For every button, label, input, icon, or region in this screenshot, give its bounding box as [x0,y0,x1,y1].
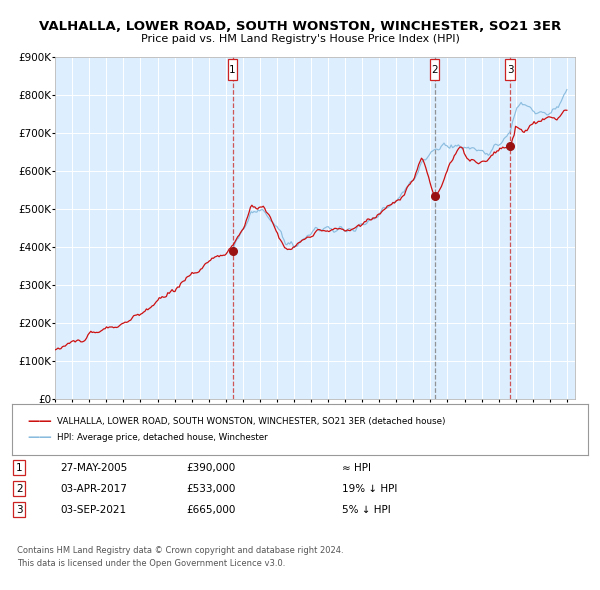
Text: 5% ↓ HPI: 5% ↓ HPI [342,505,391,514]
Text: 27-MAY-2005: 27-MAY-2005 [60,463,127,473]
Text: HPI: Average price, detached house, Winchester: HPI: Average price, detached house, Winc… [57,433,268,442]
Text: £665,000: £665,000 [186,505,235,514]
Text: 19% ↓ HPI: 19% ↓ HPI [342,484,397,493]
Bar [228,60,238,80]
Text: ——: —— [27,431,52,444]
Text: 3: 3 [507,65,514,75]
Text: Contains HM Land Registry data © Crown copyright and database right 2024.: Contains HM Land Registry data © Crown c… [17,546,343,555]
Text: This data is licensed under the Open Government Licence v3.0.: This data is licensed under the Open Gov… [17,559,285,568]
Text: 03-APR-2017: 03-APR-2017 [60,484,127,493]
Bar [505,60,515,80]
Text: 2: 2 [16,484,23,493]
Text: VALHALLA, LOWER ROAD, SOUTH WONSTON, WINCHESTER, SO21 3ER: VALHALLA, LOWER ROAD, SOUTH WONSTON, WIN… [39,20,561,33]
Bar [430,60,439,80]
Text: 1: 1 [229,65,236,75]
Text: 1: 1 [16,463,23,473]
Text: £533,000: £533,000 [186,484,235,493]
Text: VALHALLA, LOWER ROAD, SOUTH WONSTON, WINCHESTER, SO21 3ER (detached house): VALHALLA, LOWER ROAD, SOUTH WONSTON, WIN… [57,417,445,427]
Text: Price paid vs. HM Land Registry's House Price Index (HPI): Price paid vs. HM Land Registry's House … [140,34,460,44]
Text: 03-SEP-2021: 03-SEP-2021 [60,505,126,514]
Text: 3: 3 [16,505,23,514]
Text: ——: —— [27,415,52,428]
Text: 2: 2 [431,65,438,75]
Text: £390,000: £390,000 [186,463,235,473]
Text: ≈ HPI: ≈ HPI [342,463,371,473]
